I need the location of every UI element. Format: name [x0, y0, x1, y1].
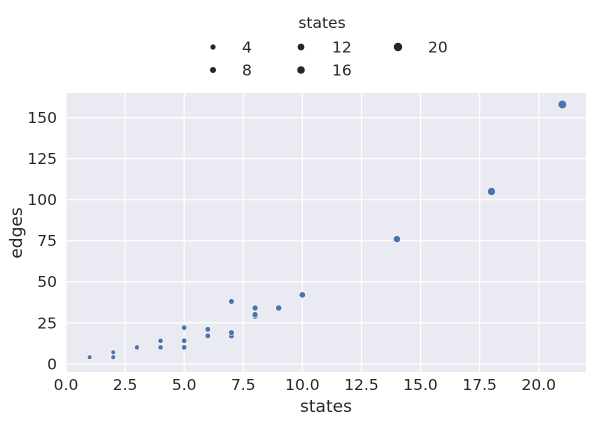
plot-area — [66, 93, 586, 372]
data-point — [393, 235, 401, 243]
data-point — [275, 304, 283, 312]
y-axis-ticks: 0 25 50 75 100 125 150 — [27, 109, 57, 373]
data-point — [87, 354, 93, 360]
data-point — [110, 354, 116, 360]
data-point — [157, 344, 164, 351]
y-tick-label: 100 — [27, 191, 57, 209]
data-point — [134, 344, 140, 351]
x-axis-title: states — [300, 397, 352, 417]
data-point — [181, 324, 188, 331]
legend-marker — [297, 43, 305, 51]
legend-label: 8 — [242, 62, 252, 80]
x-tick-label: 17.5 — [462, 376, 497, 394]
legend-title: states — [298, 14, 345, 32]
x-tick-label: 0.0 — [54, 376, 79, 394]
legend-marker — [210, 44, 216, 50]
y-tick-label: 25 — [37, 314, 57, 332]
legend-label: 20 — [428, 39, 448, 57]
legend-marker — [393, 42, 403, 52]
data-point — [110, 349, 116, 356]
data-point — [157, 337, 164, 344]
y-axis-title: edges — [7, 207, 27, 259]
x-tick-label: 20.0 — [521, 376, 556, 394]
data-point — [204, 332, 211, 339]
legend-marker — [210, 67, 216, 73]
y-tick-label: 0 — [47, 355, 57, 373]
y-tick-label: 125 — [27, 150, 57, 168]
x-tick-label: 5.0 — [172, 376, 197, 394]
data-point — [228, 329, 235, 336]
x-tick-label: 2.5 — [113, 376, 138, 394]
x-tick-label: 7.5 — [231, 376, 256, 394]
x-tick-label: 12.5 — [344, 376, 379, 394]
data-point — [251, 304, 259, 312]
legend: states 4 8 12 16 20 — [210, 14, 448, 80]
data-point — [204, 326, 211, 333]
data-point — [181, 344, 188, 351]
data-point — [181, 337, 188, 344]
data-point — [298, 291, 306, 299]
x-tick-label: 15.0 — [403, 376, 438, 394]
y-tick-label: 150 — [27, 109, 57, 127]
data-point — [487, 187, 496, 196]
x-tick-label: 10.0 — [285, 376, 320, 394]
x-axis-ticks: 0.0 2.5 5.0 7.5 10.0 12.5 15.0 17.5 20.0 — [54, 376, 556, 394]
legend-label: 16 — [332, 62, 352, 80]
legend-label: 4 — [242, 39, 252, 57]
y-tick-label: 75 — [37, 232, 57, 250]
data-point — [557, 99, 567, 110]
data-point — [228, 298, 235, 305]
grid-lines — [65, 93, 586, 372]
data-point — [251, 311, 259, 318]
data-points — [87, 99, 567, 360]
legend-label: 12 — [332, 39, 352, 57]
legend-marker — [297, 66, 305, 74]
y-tick-label: 50 — [37, 273, 57, 291]
